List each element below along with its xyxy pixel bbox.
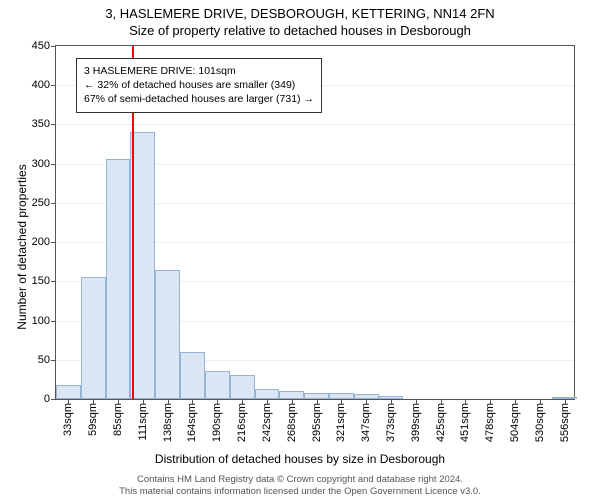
ytick-mark xyxy=(51,203,56,204)
ytick-mark xyxy=(51,242,56,243)
xtick-label: 399sqm xyxy=(410,399,422,442)
xtick-label: 59sqm xyxy=(87,399,99,436)
ytick-mark xyxy=(51,164,56,165)
ytick-mark xyxy=(51,281,56,282)
xtick-label: 451sqm xyxy=(459,399,471,442)
ytick-mark xyxy=(51,85,56,86)
annotation-box: 3 HASLEMERE DRIVE: 101sqm← 32% of detach… xyxy=(76,58,322,113)
plot-area: 05010015020025030035040045033sqm59sqm85s… xyxy=(55,45,575,400)
xtick-label: 85sqm xyxy=(112,399,124,436)
xtick-label: 138sqm xyxy=(162,399,174,442)
xtick-label: 295sqm xyxy=(311,399,323,442)
title-subtitle: Size of property relative to detached ho… xyxy=(0,23,600,38)
ytick-label: 100 xyxy=(32,315,50,327)
ytick-label: 300 xyxy=(32,158,50,170)
xtick-label: 190sqm xyxy=(211,399,223,442)
histogram-bar xyxy=(255,389,280,399)
ytick-mark xyxy=(51,124,56,125)
histogram-bar xyxy=(81,277,106,399)
ytick-label: 450 xyxy=(32,40,50,52)
ytick-label: 350 xyxy=(32,118,50,130)
footer-line2: This material contains information licen… xyxy=(0,486,600,498)
ytick-mark xyxy=(51,321,56,322)
ytick-mark xyxy=(51,399,56,400)
y-axis-label: Number of detached properties xyxy=(15,97,29,397)
ytick-label: 200 xyxy=(32,236,50,248)
x-axis-label: Distribution of detached houses by size … xyxy=(0,452,600,466)
xtick-label: 347sqm xyxy=(360,399,372,442)
footer-attribution: Contains HM Land Registry data © Crown c… xyxy=(0,474,600,498)
title-address: 3, HASLEMERE DRIVE, DESBOROUGH, KETTERIN… xyxy=(0,6,600,21)
annotation-line3: 67% of semi-detached houses are larger (… xyxy=(84,92,314,106)
xtick-label: 425sqm xyxy=(435,399,447,442)
histogram-bar xyxy=(155,270,180,399)
xtick-label: 478sqm xyxy=(484,399,496,442)
ytick-label: 250 xyxy=(32,197,50,209)
xtick-label: 164sqm xyxy=(186,399,198,442)
xtick-label: 242sqm xyxy=(261,399,273,442)
histogram-bar xyxy=(205,371,230,399)
xtick-label: 321sqm xyxy=(335,399,347,442)
histogram-bar xyxy=(106,159,131,399)
xtick-label: 33sqm xyxy=(62,399,74,436)
ytick-mark xyxy=(51,46,56,47)
xtick-label: 373sqm xyxy=(385,399,397,442)
ytick-label: 0 xyxy=(44,393,50,405)
xtick-label: 111sqm xyxy=(137,399,149,441)
xtick-label: 268sqm xyxy=(286,399,298,442)
ytick-label: 400 xyxy=(32,79,50,91)
chart-wrapper: { "title_line1": "3, HASLEMERE DRIVE, DE… xyxy=(0,0,600,500)
ytick-mark xyxy=(51,360,56,361)
xtick-label: 504sqm xyxy=(509,399,521,442)
histogram-bar xyxy=(279,391,304,399)
xtick-label: 530sqm xyxy=(534,399,546,442)
xtick-label: 216sqm xyxy=(236,399,248,442)
histogram-bar xyxy=(56,385,81,399)
xtick-label: 556sqm xyxy=(559,399,571,442)
footer-line1: Contains HM Land Registry data © Crown c… xyxy=(0,474,600,486)
histogram-bar xyxy=(230,375,255,399)
annotation-line1: 3 HASLEMERE DRIVE: 101sqm xyxy=(84,64,314,78)
histogram-bar xyxy=(180,352,205,399)
ytick-label: 150 xyxy=(32,275,50,287)
annotation-line2: ← 32% of detached houses are smaller (34… xyxy=(84,78,314,92)
ytick-label: 50 xyxy=(38,354,50,366)
